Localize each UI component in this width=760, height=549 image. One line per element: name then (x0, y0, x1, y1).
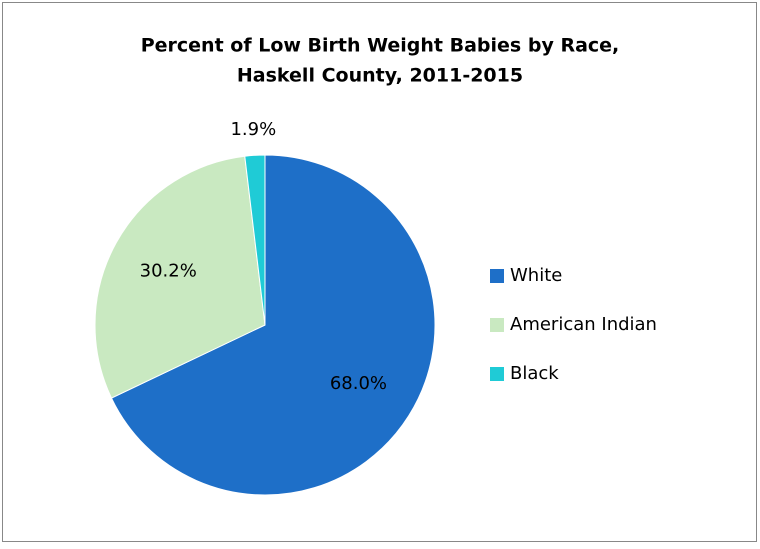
pie-slice (94, 155, 266, 399)
pie-slice (244, 154, 266, 326)
data-label: 1.9% (230, 119, 276, 140)
chart-title: Haskell County, 2011-2015 (237, 65, 523, 87)
legend-label: American Indian (510, 314, 657, 335)
legend-label: Black (510, 363, 559, 384)
legend-label: White (510, 265, 562, 286)
legend-swatch (490, 318, 504, 332)
pie-slice (110, 154, 436, 496)
legend-swatch (490, 367, 504, 381)
legend-swatch (490, 269, 504, 283)
data-label: 68.0% (330, 373, 387, 394)
data-label: 30.2% (140, 261, 197, 282)
chart-title: Percent of Low Birth Weight Babies by Ra… (141, 35, 620, 57)
